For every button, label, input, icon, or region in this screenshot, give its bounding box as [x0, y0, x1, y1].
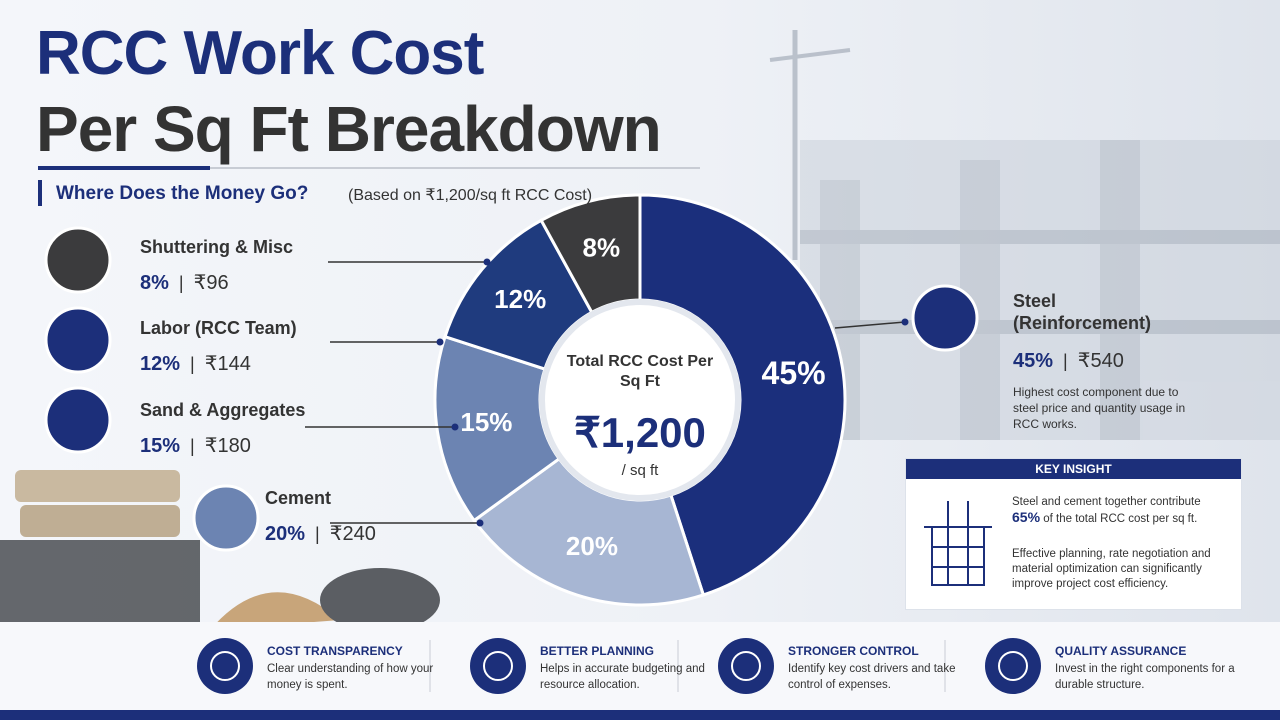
- feature: BETTER PLANNING Helps in accurate budgeti…: [540, 644, 720, 693]
- subtitle: Where Does the Money Go?: [56, 183, 309, 204]
- feature-icon-inner: [483, 651, 513, 681]
- legend-percent: 15%: [140, 435, 181, 457]
- feature-title: STRONGER CONTROL: [788, 644, 919, 658]
- feature-icon: [197, 638, 253, 694]
- feature-icon-inner: [998, 651, 1028, 681]
- center-unit: / sq ft: [621, 462, 659, 479]
- feature: STRONGER CONTROL Identify key cost driver…: [788, 644, 968, 693]
- legend-values: 45% | ₹540: [1013, 348, 1173, 373]
- legend-amount: ₹96: [193, 272, 229, 294]
- legend-icon: [192, 484, 260, 552]
- leader-dot: [476, 519, 484, 527]
- slice-label: 45%: [762, 355, 826, 391]
- leader-dot: [436, 338, 444, 346]
- legend-item: Labor (RCC Team) 12% | ₹144: [140, 318, 297, 376]
- legend-icon: [44, 306, 112, 374]
- legend-icon: [911, 284, 979, 352]
- legend-percent: 8%: [140, 272, 169, 294]
- slice-label: 20%: [566, 531, 618, 561]
- feature-icon: [985, 638, 1041, 694]
- feature-text: Identify key cost drivers and take contr…: [788, 663, 956, 691]
- legend-item: Cement 20% | ₹240: [265, 488, 376, 546]
- legend-icon: [44, 226, 112, 294]
- separator: |: [178, 273, 184, 293]
- steel-note: Highest cost component due to steel pric…: [1013, 385, 1186, 431]
- subtitle-note: (Based on ₹1,200/sq ft RCC Cost): [348, 187, 593, 204]
- legend-name: Sand & Aggregates: [140, 400, 306, 420]
- legend-amount: ₹240: [329, 523, 376, 545]
- feature-title: QUALITY ASSURANCE: [1055, 644, 1187, 658]
- feature-icon: [470, 638, 526, 694]
- feature-text: Helps in accurate budgeting and resource…: [540, 663, 705, 691]
- center-title: Total RCC Cost Per Sq Ft: [566, 353, 714, 390]
- donut-hole: [539, 299, 741, 501]
- key-insight-title: KEY INSIGHT: [906, 459, 1241, 479]
- feature-title: BETTER PLANNING: [540, 644, 654, 658]
- legend-percent: 45%: [1013, 350, 1054, 372]
- legend-item: Steel (Reinforcement) 45% | ₹540: [1013, 290, 1173, 373]
- highlight: 65%: [1012, 509, 1041, 525]
- legend-amount: ₹180: [204, 435, 251, 457]
- feature-text: Invest in the right components for a dur…: [1055, 663, 1235, 691]
- separator: |: [1063, 351, 1068, 371]
- feature-text: Clear understanding of how your money is…: [267, 663, 434, 691]
- legend-amount: ₹144: [204, 353, 251, 375]
- legend-percent: 12%: [140, 353, 181, 375]
- slice-label: 8%: [583, 232, 621, 262]
- text: Steel and cement together contribute: [1012, 496, 1201, 508]
- legend-percent: 20%: [265, 523, 306, 545]
- title: RCC Work Cost: [36, 19, 484, 88]
- feature-title: COST TRANSPARENCY: [267, 644, 403, 658]
- feature: QUALITY ASSURANCE Invest in the right com…: [1055, 644, 1235, 693]
- legend-icon: [44, 386, 112, 454]
- legend-name: Cement: [265, 488, 332, 508]
- key-insight-text: Effective planning, rate negotiation and…: [1012, 548, 1211, 590]
- feature-icon-inner: [731, 651, 761, 681]
- key-insight-text: Steel and cement together contribute 65%…: [1012, 495, 1227, 527]
- legend-values: 8% | ₹96: [140, 270, 293, 295]
- legend-values: 15% | ₹180: [140, 433, 305, 458]
- building-icon: [924, 501, 992, 586]
- legend-values: 12% | ₹144: [140, 351, 297, 376]
- separator: |: [190, 436, 195, 456]
- slice-label: 15%: [460, 407, 512, 437]
- background-decor: [769, 30, 1280, 440]
- feature-icon: [718, 638, 774, 694]
- title: Per Sq Ft Breakdown: [36, 93, 662, 165]
- leader-line: [834, 321, 906, 329]
- bottom-stripe: [0, 710, 1280, 720]
- title-underline: [38, 166, 210, 170]
- key-insight: KEY INSIGHT Steel and cement together co…: [905, 458, 1242, 610]
- center-value: ₹1,200: [574, 409, 706, 456]
- legend-name: Steel (Reinforcement): [1013, 291, 1152, 333]
- leader-dot: [451, 423, 459, 431]
- leader-dot: [483, 258, 491, 266]
- legend-name: Shuttering & Misc: [140, 237, 294, 257]
- slice-label: 12%: [494, 284, 546, 314]
- legend-amount: ₹540: [1077, 350, 1124, 372]
- feature-icon-inner: [210, 651, 240, 681]
- leader-dot: [901, 318, 909, 326]
- separator: |: [190, 354, 195, 374]
- legend-item: Shuttering & Misc 8% | ₹96: [140, 237, 293, 295]
- legend-name: Labor (RCC Team): [140, 318, 297, 338]
- subtitle-bar: [38, 180, 42, 206]
- legend-values: 20% | ₹240: [265, 521, 376, 546]
- separator: |: [315, 524, 320, 544]
- feature: COST TRANSPARENCY Clear understanding of …: [267, 644, 447, 693]
- text: of the total RCC cost per sq ft.: [1043, 513, 1198, 525]
- legend-item: Sand & Aggregates 15% | ₹180: [140, 400, 305, 458]
- title-underline-rest: [210, 167, 700, 169]
